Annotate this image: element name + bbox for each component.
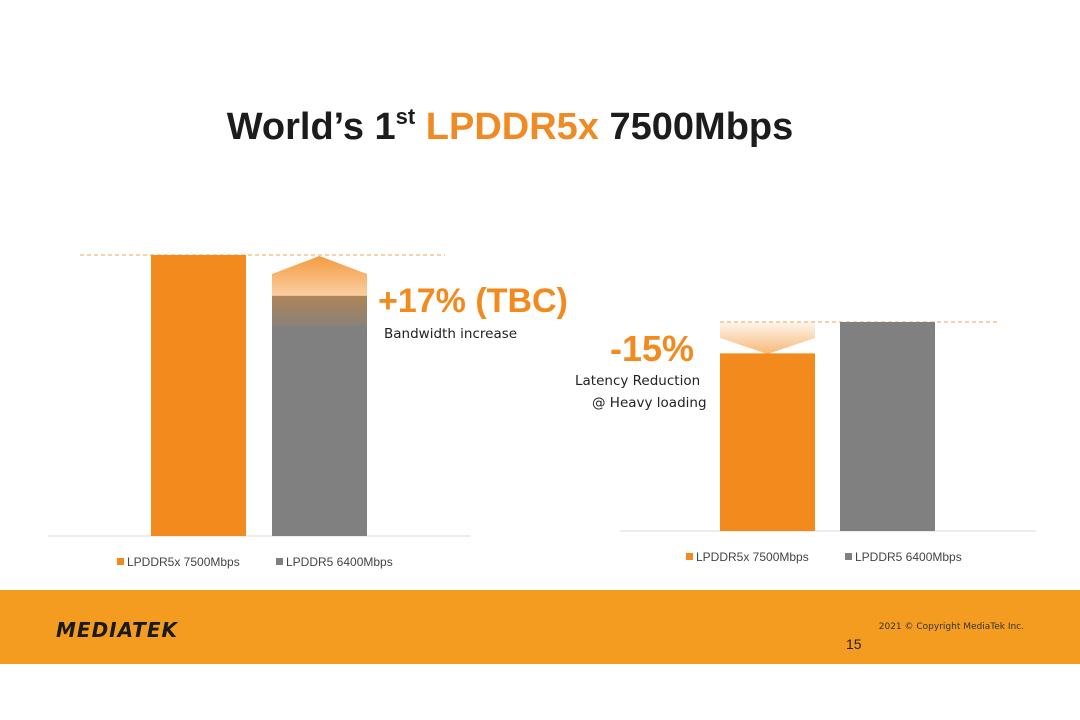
legend-swatch-orange xyxy=(117,558,124,565)
bar-charts: +17% (TBC) Bandwidth increase LPDDR5x 75… xyxy=(48,254,1036,569)
footer-bar: MEDIATEK 2021 © Copyright MediaTek Inc. … xyxy=(0,590,1080,664)
legend-label: LPDDR5 6400Mbps xyxy=(855,550,962,564)
legend-label: LPDDR5x 7500Mbps xyxy=(696,550,809,564)
slide-title: World’s 1st LPDDR5x 7500Mbps xyxy=(0,104,1020,149)
bandwidth-value: +17% (TBC) xyxy=(378,282,568,320)
title-highlight: LPDDR5x xyxy=(425,106,599,148)
legend-label: LPDDR5 6400Mbps xyxy=(286,555,393,569)
bar-lpddr5 xyxy=(272,295,367,536)
latency-value: -15% xyxy=(610,328,694,369)
chart-bandwidth: +17% (TBC) Bandwidth increase LPDDR5x 75… xyxy=(48,254,568,569)
latency-label-line1: Latency Reduction xyxy=(575,373,700,389)
title-suffix: 7500Mbps xyxy=(609,106,794,148)
legend-swatch-gray xyxy=(845,553,852,560)
chart-latency: -15% Latency Reduction @ Heavy loading L… xyxy=(575,321,1036,564)
mediatek-logo: MEDIATEK xyxy=(56,618,178,642)
legend-swatch-gray xyxy=(276,558,283,565)
copyright-text: 2021 © Copyright MediaTek Inc. xyxy=(878,622,1024,632)
legend-label: LPDDR5x 7500Mbps xyxy=(127,555,240,569)
bar-lpddr5x xyxy=(720,353,815,531)
latency-label-line2: @ Heavy loading xyxy=(592,395,707,411)
title-prefix: World’s 1 xyxy=(226,106,396,148)
legend-swatch-orange xyxy=(686,553,693,560)
bar-lpddr5x xyxy=(151,255,246,536)
reduction-arrow xyxy=(720,322,815,354)
title-superscript: st xyxy=(395,104,416,129)
bandwidth-label: Bandwidth increase xyxy=(384,326,517,342)
page-number: 15 xyxy=(846,636,862,652)
bar-lpddr5 xyxy=(840,322,935,531)
increase-arrow xyxy=(272,256,367,326)
